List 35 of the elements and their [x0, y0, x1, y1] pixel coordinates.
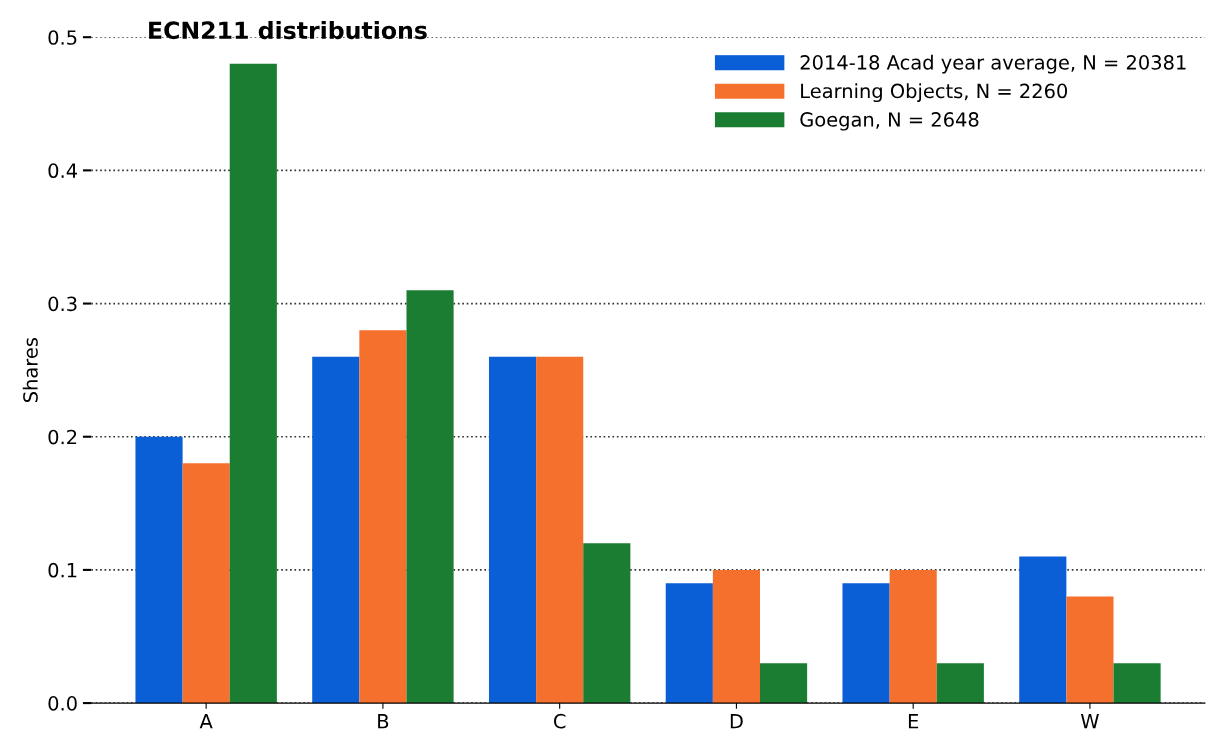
bar	[1019, 556, 1067, 704]
chart-title: ECN211 distributions	[149, 20, 427, 40]
bar	[889, 569, 937, 704]
y-tick-label: 0.1	[48, 562, 77, 578]
y-axis-title: Shares	[22, 337, 38, 402]
bar	[842, 583, 890, 704]
bar	[583, 543, 631, 704]
bar	[1113, 663, 1161, 704]
bar	[135, 436, 183, 704]
bar	[712, 569, 760, 704]
y-tick-label: 0.3	[48, 296, 77, 312]
bar	[312, 356, 360, 704]
y-tick-label: 0.4	[48, 163, 77, 179]
legend-label: 2014-18 Acad year average, N = 20381	[800, 54, 1186, 74]
bar	[359, 330, 407, 704]
bar	[936, 663, 984, 704]
y-tick-label: 0.5	[48, 30, 77, 45]
x-tick-label: W	[1080, 714, 1099, 729]
legend-label: Learning Objects, N = 2260	[801, 83, 1068, 103]
bar	[536, 356, 584, 704]
bar	[665, 583, 713, 704]
x-tick-label: B	[378, 714, 389, 729]
x-tick-label: A	[199, 714, 213, 729]
bar	[406, 290, 454, 704]
x-tick-label: E	[908, 714, 919, 729]
y-tick-label: 0.2	[48, 429, 77, 445]
bar	[182, 463, 230, 704]
bar	[760, 663, 808, 704]
bar	[229, 63, 277, 704]
legend-label: Goegan, N = 2648	[800, 112, 979, 131]
y-tick-label: 0.0	[48, 696, 77, 711]
x-tick-label: D	[730, 714, 743, 729]
x-tick-label: C	[553, 713, 566, 729]
bar	[488, 356, 537, 704]
bar	[1066, 596, 1114, 704]
